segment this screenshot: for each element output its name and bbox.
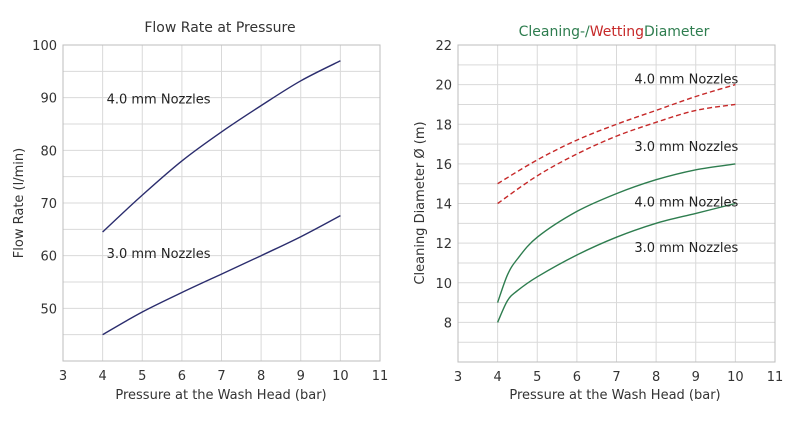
- flow-rate-series-line-3-0-mm-nozzles: [102, 214, 341, 336]
- cleaning-diameter-x-tick-label: 9: [692, 370, 700, 385]
- cleaning-diameter-series: [496, 83, 736, 323]
- cleaning-diameter-plot-frame: [457, 44, 776, 363]
- flow-rate-x-tick-label: 4: [98, 369, 106, 384]
- flow-rate-chart: Flow Rate at Pressure 3 4 5 6 7 8 9 10 11 50 60 70…: [12, 20, 388, 403]
- cleaning-diameter-series-annotation: 3.0 mm Nozzles: [634, 241, 738, 256]
- flow-rate-series-annotation: 4.0 mm Nozzles: [107, 93, 211, 108]
- flow-rate-grid: [63, 45, 380, 361]
- cleaning-diameter-y-tick-label: 20: [435, 79, 452, 94]
- cleaning-diameter-y-tick-label: 12: [435, 237, 452, 252]
- flow-rate-series-annotation: 3.0 mm Nozzles: [107, 247, 211, 262]
- cleaning-diameter-x-tick-label: 10: [727, 370, 744, 385]
- cleaning-diameter-series-line-wetting-3-0-mm-nozzles: [497, 103, 736, 205]
- flow-rate-y-tick-label: 50: [40, 302, 57, 317]
- cleaning-diameter-x-axis-label: Pressure at the Wash Head (bar): [509, 388, 720, 403]
- title-part-cleaning: Cleaning-/: [519, 24, 590, 40]
- cleaning-diameter-x-tick-label: 3: [454, 370, 462, 385]
- cleaning-diameter-series-line-cleaning-4-0-mm-nozzles: [496, 163, 736, 303]
- flow-rate-x-tick-label: 9: [297, 369, 305, 384]
- cleaning-diameter-x-tick-label: 8: [652, 370, 660, 385]
- title-part-wetting: Wetting: [590, 24, 644, 40]
- cleaning-diameter-series-annotation: 4.0 mm Nozzles: [634, 73, 738, 88]
- flow-rate-annotations: 4.0 mm Nozzles 3.0 mm Nozzles: [107, 93, 211, 262]
- cleaning-diameter-y-tick-label: 18: [435, 118, 452, 133]
- flow-rate-y-tick-label: 80: [40, 144, 57, 159]
- cleaning-diameter-series-annotation: 4.0 mm Nozzles: [634, 196, 738, 211]
- flow-rate-x-ticks: 3 4 5 6 7 8 9 10 11: [59, 369, 388, 384]
- cleaning-diameter-y-tick-label: 14: [435, 198, 452, 213]
- flow-rate-x-tick-label: 11: [372, 369, 389, 384]
- flow-rate-x-tick-label: 6: [178, 369, 186, 384]
- cleaning-diameter-x-tick-label: 6: [573, 370, 581, 385]
- flow-rate-chart-title: Flow Rate at Pressure: [144, 20, 295, 36]
- cleaning-diameter-chart-title: Cleaning-/WettingDiameter: [519, 24, 710, 40]
- flow-rate-x-tick-label: 8: [257, 369, 265, 384]
- cleaning-diameter-x-tick-label: 5: [533, 370, 541, 385]
- cleaning-diameter-series-line-wetting-4-0-mm-nozzles: [497, 83, 736, 185]
- flow-rate-x-tick-label: 10: [332, 369, 349, 384]
- flow-rate-y-tick-label: 60: [40, 250, 57, 265]
- cleaning-diameter-y-ticks: 8 10 12 14 16 18 20 22: [435, 39, 452, 331]
- cleaning-diameter-series-annotation: 3.0 mm Nozzles: [634, 140, 738, 155]
- cleaning-diameter-y-axis-label: Cleaning Diameter Ø (m): [413, 121, 428, 284]
- flow-rate-y-tick-label: 90: [40, 92, 57, 107]
- flow-rate-x-tick-label: 3: [59, 369, 67, 384]
- title-part-diameter: Diameter: [644, 24, 710, 40]
- cleaning-diameter-x-tick-label: 7: [612, 370, 620, 385]
- cleaning-diameter-x-ticks: 3 4 5 6 7 8 9 10 11: [454, 370, 783, 385]
- flow-rate-y-ticks: 50 60 70 80 90 100: [32, 39, 57, 317]
- cleaning-diameter-annotations: 4.0 mm Nozzles 3.0 mm Nozzles 4.0 mm Nozzl…: [634, 73, 738, 256]
- cleaning-diameter-y-tick-label: 10: [435, 277, 452, 292]
- flow-rate-y-tick-label: 70: [40, 197, 57, 212]
- cleaning-diameter-series-line-cleaning-3-0-mm-nozzles: [496, 202, 736, 323]
- flow-rate-plot-frame: [62, 44, 381, 362]
- flow-rate-y-axis-label: Flow Rate (l/min): [12, 148, 27, 258]
- cleaning-diameter-chart: Cleaning-/WettingDiameter 3 4 5 6 7 8 9 10 11 8 1…: [413, 24, 783, 403]
- flow-rate-x-tick-label: 7: [217, 369, 225, 384]
- flow-rate-y-tick-label: 100: [32, 39, 57, 54]
- flow-rate-series-line-4-0-mm-nozzles: [102, 60, 341, 233]
- cleaning-diameter-y-tick-label: 22: [435, 39, 452, 54]
- cleaning-diameter-y-tick-label: 8: [444, 316, 452, 331]
- cleaning-diameter-x-tick-label: 4: [493, 370, 501, 385]
- flow-rate-series: [102, 60, 341, 336]
- flow-rate-x-axis-label: Pressure at the Wash Head (bar): [115, 388, 326, 403]
- flow-rate-x-tick-label: 5: [138, 369, 146, 384]
- cleaning-diameter-x-tick-label: 11: [767, 370, 784, 385]
- cleaning-diameter-y-tick-label: 16: [435, 158, 452, 173]
